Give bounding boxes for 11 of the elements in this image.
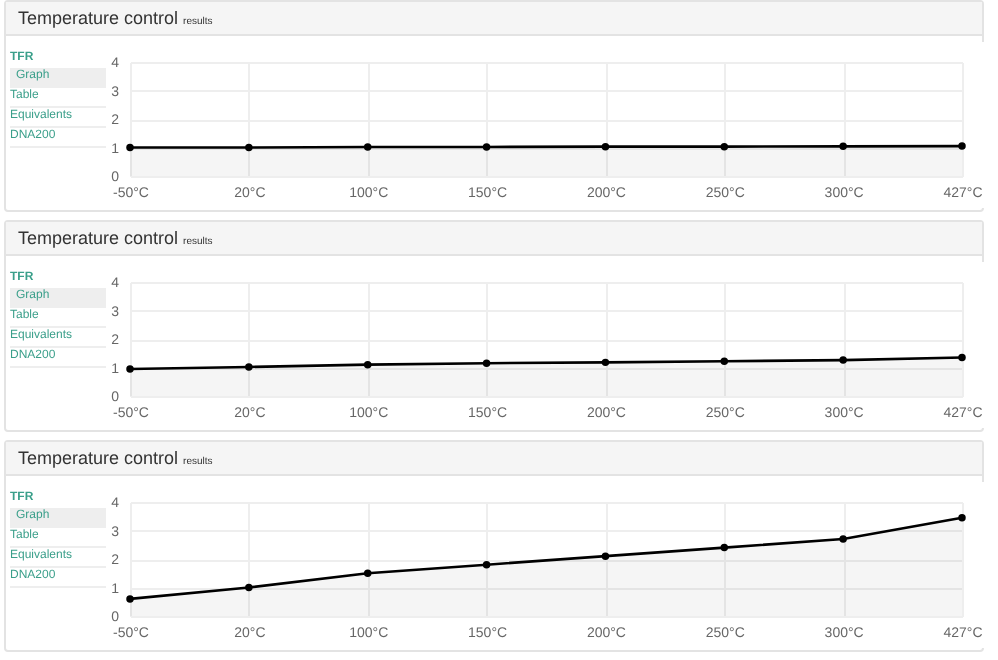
point [245,583,253,592]
point [720,543,729,552]
chart-title: Temperature control [18,448,179,468]
point [958,513,966,522]
point [839,535,847,543]
point [601,552,610,560]
chart-title: Temperature control [18,228,179,248]
point [482,560,491,569]
chart-title: Temperature control [18,8,179,28]
point [363,569,372,577]
point [126,595,134,603]
